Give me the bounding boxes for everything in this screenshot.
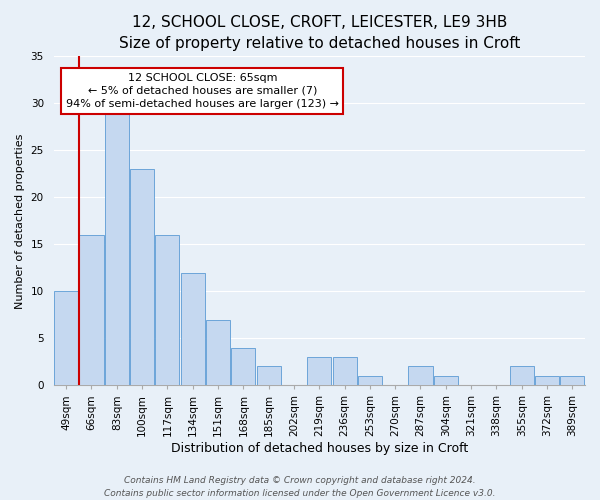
Bar [434, 376, 458, 386]
Bar [54, 292, 78, 386]
Bar [79, 235, 104, 386]
Bar [307, 357, 331, 386]
Bar [535, 376, 559, 386]
Text: 12 SCHOOL CLOSE: 65sqm
← 5% of detached houses are smaller (7)
94% of semi-detac: 12 SCHOOL CLOSE: 65sqm ← 5% of detached … [66, 73, 339, 109]
Bar [409, 366, 433, 386]
Bar [181, 272, 205, 386]
Bar [332, 357, 356, 386]
Bar [155, 235, 179, 386]
Bar [560, 376, 584, 386]
X-axis label: Distribution of detached houses by size in Croft: Distribution of detached houses by size … [170, 442, 468, 455]
Bar [358, 376, 382, 386]
Title: 12, SCHOOL CLOSE, CROFT, LEICESTER, LE9 3HB
Size of property relative to detache: 12, SCHOOL CLOSE, CROFT, LEICESTER, LE9 … [119, 15, 520, 51]
Bar [510, 366, 534, 386]
Y-axis label: Number of detached properties: Number of detached properties [15, 133, 25, 308]
Text: Contains HM Land Registry data © Crown copyright and database right 2024.
Contai: Contains HM Land Registry data © Crown c… [104, 476, 496, 498]
Bar [232, 348, 256, 386]
Bar [206, 320, 230, 386]
Bar [257, 366, 281, 386]
Bar [105, 112, 129, 386]
Bar [130, 169, 154, 386]
